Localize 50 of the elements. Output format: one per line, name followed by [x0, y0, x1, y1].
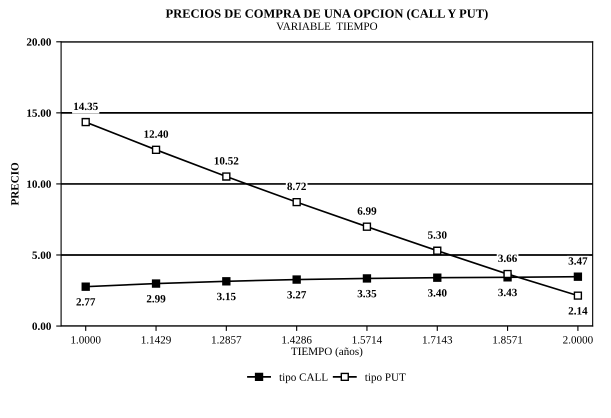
- point: [503, 270, 512, 278]
- x-tick-label: 1.7143: [422, 336, 452, 344]
- point: [152, 146, 160, 154]
- data-label: 3.35: [358, 290, 376, 298]
- data-label: 14.35: [74, 102, 98, 110]
- y-tick-label: 10.00: [27, 180, 51, 188]
- y-axis-title: PRECIO: [11, 162, 19, 206]
- data-label: 12.40: [144, 130, 168, 138]
- data-label: 3.43: [498, 288, 517, 296]
- point: [222, 277, 230, 286]
- x-axis-title: TIEMPO (años): [291, 347, 362, 358]
- y-tick-label: 5.00: [32, 251, 51, 259]
- x-tick-label: 1.2857: [212, 336, 242, 344]
- data-label: 3.27: [287, 291, 306, 299]
- point: [152, 279, 160, 288]
- point: [433, 274, 442, 282]
- point: [292, 275, 301, 284]
- point: [222, 172, 230, 181]
- x-tick-label: 1.8571: [493, 336, 522, 344]
- point: [82, 282, 90, 291]
- point: [574, 291, 582, 300]
- point: [574, 272, 582, 281]
- point: [362, 274, 372, 283]
- x-tick-label: 1.1429: [142, 336, 171, 344]
- data-label: 3.66: [498, 254, 517, 262]
- data-label: 3.40: [428, 289, 447, 297]
- point: [82, 118, 90, 126]
- data-label: 3.47: [568, 257, 588, 265]
- data-label: 3.15: [217, 292, 236, 300]
- x-tick-label: 1.5714: [352, 336, 382, 344]
- data-label: 2.14: [568, 307, 588, 315]
- x-tick-label: 1.0000: [71, 336, 101, 344]
- chart-title: PRECIOS DE COMPRA DE UNA OPCION (CALL Y PUT): [166, 8, 488, 20]
- point: [362, 222, 372, 231]
- y-tick-label: 20.00: [26, 38, 51, 46]
- data-label: 2.99: [146, 295, 166, 303]
- data-label: 5.30: [428, 231, 447, 239]
- point: [292, 198, 301, 206]
- y-tick-label: 15.00: [27, 109, 51, 117]
- x-tick-label: 2.0000: [563, 336, 593, 344]
- point: [433, 246, 442, 255]
- data-label: 10.52: [214, 157, 238, 165]
- x-tick-label: 1.4286: [282, 336, 312, 344]
- legend-label: tipo PUT: [364, 373, 406, 384]
- y-tick-label: 0.00: [32, 322, 51, 330]
- data-label: 2.77: [76, 298, 96, 306]
- data-label: 6.99: [358, 207, 376, 215]
- legend-label: tipo CALL: [279, 373, 328, 384]
- chart-subtitle: VARIABLE TIEMPO: [276, 22, 378, 30]
- data-label: 8.72: [287, 182, 306, 190]
